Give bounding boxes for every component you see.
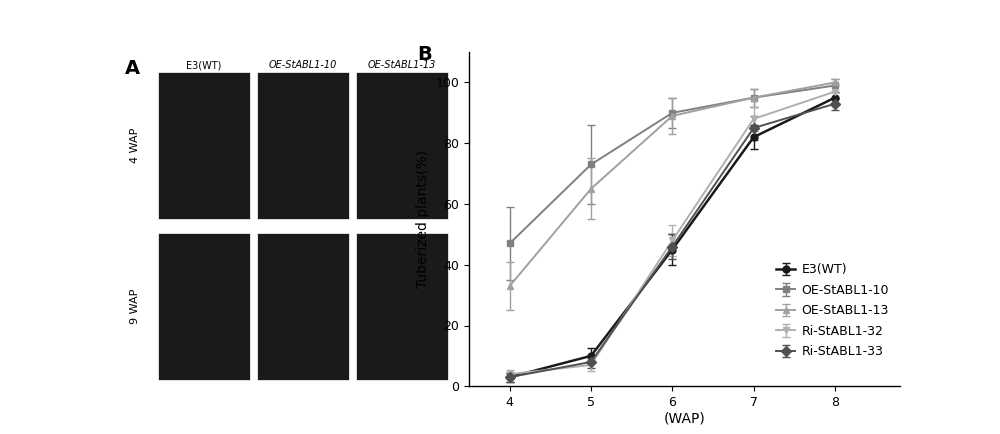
FancyBboxPatch shape <box>257 72 349 219</box>
Text: 4 WAP: 4 WAP <box>130 128 140 163</box>
Legend: E3(WT), OE-StABL1-10, OE-StABL1-13, Ri-StABL1-32, Ri-StABL1-33: E3(WT), OE-StABL1-10, OE-StABL1-13, Ri-S… <box>771 258 894 363</box>
Text: 9 WAP: 9 WAP <box>130 288 140 324</box>
FancyBboxPatch shape <box>356 233 448 380</box>
Text: B: B <box>417 46 432 64</box>
FancyBboxPatch shape <box>356 72 448 219</box>
FancyBboxPatch shape <box>158 233 250 380</box>
Text: E3(WT): E3(WT) <box>186 60 222 70</box>
Text: OE-StABL1-13: OE-StABL1-13 <box>368 60 436 70</box>
X-axis label: (WAP): (WAP) <box>664 412 705 426</box>
Y-axis label: Tuberized plants(%): Tuberized plants(%) <box>416 150 430 288</box>
FancyBboxPatch shape <box>158 72 250 219</box>
Text: A: A <box>125 59 140 78</box>
Text: OE-StABL1-10: OE-StABL1-10 <box>269 60 337 70</box>
FancyBboxPatch shape <box>257 233 349 380</box>
